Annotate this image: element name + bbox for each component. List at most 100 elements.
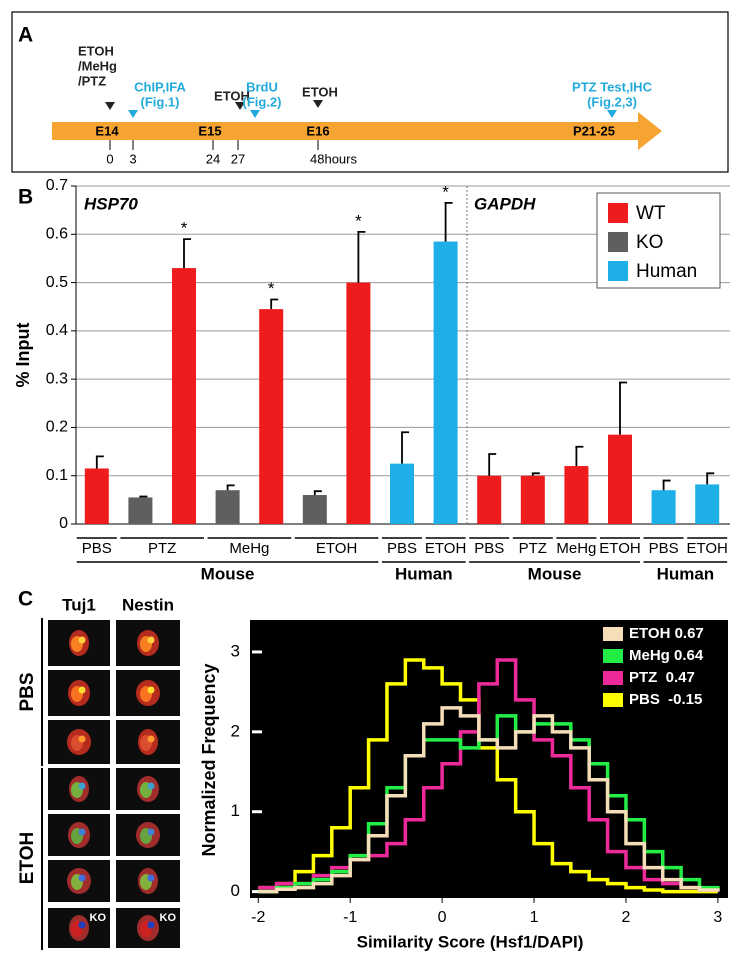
arrow-head xyxy=(313,100,323,108)
group-label: Human xyxy=(395,564,453,583)
y-tick-label: 0.5 xyxy=(46,274,68,291)
y-tick-label: 0.3 xyxy=(46,370,68,387)
error-bar xyxy=(488,453,497,476)
legend-swatch xyxy=(608,261,628,281)
row-label: PBS xyxy=(17,672,38,711)
event-label: ETOH xyxy=(302,84,338,99)
ko-label: KO xyxy=(90,912,107,924)
panel-label: C xyxy=(18,588,33,611)
legend-swatch xyxy=(608,203,628,223)
cell-spot xyxy=(147,828,155,836)
error-bar xyxy=(357,230,366,283)
cell-spot xyxy=(147,636,155,644)
arrow-head xyxy=(105,102,115,110)
x-tick-label: MeHg xyxy=(556,540,596,557)
legend-label: PTZ 0.47 xyxy=(629,669,695,686)
gene-label: GAPDH xyxy=(474,194,536,213)
event-label: (Fig.1) xyxy=(141,94,180,109)
gene-label: HSP70 xyxy=(84,194,138,213)
cell-spot xyxy=(78,636,86,644)
event-label: (Fig.2) xyxy=(243,94,282,109)
x-tick-label: 3 xyxy=(713,909,722,926)
x-tick-label: ETOH xyxy=(425,540,466,557)
legend-label: WT xyxy=(636,203,666,224)
error-bar xyxy=(139,495,148,498)
hour-label: 48hours xyxy=(310,151,357,166)
arrow-head xyxy=(128,110,138,118)
bar xyxy=(259,309,284,524)
y-tick-label: 1 xyxy=(231,801,240,820)
significance: * xyxy=(355,211,362,230)
error-bar xyxy=(531,472,540,476)
bar xyxy=(172,268,196,524)
event-label: ChIP,IFA xyxy=(134,79,186,94)
error-bar xyxy=(183,238,191,269)
bar xyxy=(346,282,371,524)
cell-spot xyxy=(78,686,86,694)
cell-spot xyxy=(78,735,86,743)
error-bar xyxy=(662,479,671,491)
ko-label: KO xyxy=(160,912,177,924)
error-bar xyxy=(226,484,235,491)
cell-spot xyxy=(147,921,155,929)
x-tick-label: ETOH xyxy=(599,540,640,557)
significance: * xyxy=(181,219,188,238)
y-tick-label: 0.7 xyxy=(46,177,68,194)
y-tick-label: 0.6 xyxy=(46,226,68,243)
error-bar xyxy=(313,490,322,496)
x-tick-label: PTZ xyxy=(148,540,176,557)
stage-label: E14 xyxy=(95,123,119,138)
legend-swatch xyxy=(603,627,623,641)
y-tick-label: 3 xyxy=(231,641,240,660)
legend-label: KO xyxy=(636,232,663,253)
y-axis-label: Normalized Frequency xyxy=(199,663,219,856)
error-bar xyxy=(619,381,627,435)
event-label: ETOH xyxy=(78,43,114,58)
legend-swatch xyxy=(608,232,628,252)
hour-label: 3 xyxy=(129,151,136,166)
error-bar xyxy=(270,298,279,310)
x-tick-label: PBS xyxy=(387,540,417,557)
bar xyxy=(520,475,545,524)
timeline-bar xyxy=(52,112,662,150)
cell-spot xyxy=(78,921,86,929)
legend-swatch xyxy=(603,649,623,663)
arrow-head xyxy=(250,110,260,118)
event-label: /PTZ xyxy=(78,73,106,88)
legend-label: Human xyxy=(636,261,697,282)
column-label: Tuj1 xyxy=(62,595,96,614)
group-label: Human xyxy=(657,564,715,583)
x-tick-label: PTZ xyxy=(519,540,547,557)
cell-spot xyxy=(78,874,86,882)
x-tick-label: 1 xyxy=(530,909,539,926)
error-bar xyxy=(401,431,409,464)
error-bar xyxy=(706,472,715,485)
event-label: ETOH xyxy=(214,88,250,103)
legend-swatch xyxy=(603,693,623,707)
hour-label: 0 xyxy=(106,151,113,166)
cell-spot xyxy=(147,735,155,743)
y-tick-label: 0 xyxy=(231,881,240,900)
x-tick-label: PBS xyxy=(474,540,504,557)
hour-label: 27 xyxy=(231,151,245,166)
error-bar xyxy=(95,455,104,469)
y-tick-label: 0.1 xyxy=(46,467,68,484)
x-tick-label: -1 xyxy=(343,909,357,926)
arrow-head xyxy=(607,110,617,118)
y-tick-label: 0.2 xyxy=(46,419,68,436)
event-label: /MeHg xyxy=(78,58,117,73)
x-tick-label: ETOH xyxy=(316,540,357,557)
hour-label: 24 xyxy=(206,151,220,166)
x-tick-label: ETOH xyxy=(686,540,727,557)
stage-label: P21-25 xyxy=(573,123,615,138)
bar xyxy=(564,466,589,524)
cell-spot xyxy=(78,782,86,790)
bar xyxy=(477,475,502,524)
cell-spot xyxy=(78,828,86,836)
y-tick-label: 0.4 xyxy=(46,322,68,339)
bar xyxy=(695,484,720,524)
panel-label: A xyxy=(18,24,33,47)
stage-label: E16 xyxy=(306,123,329,138)
x-axis-label: Similarity Score (Hsf1/DAPI) xyxy=(357,932,584,951)
